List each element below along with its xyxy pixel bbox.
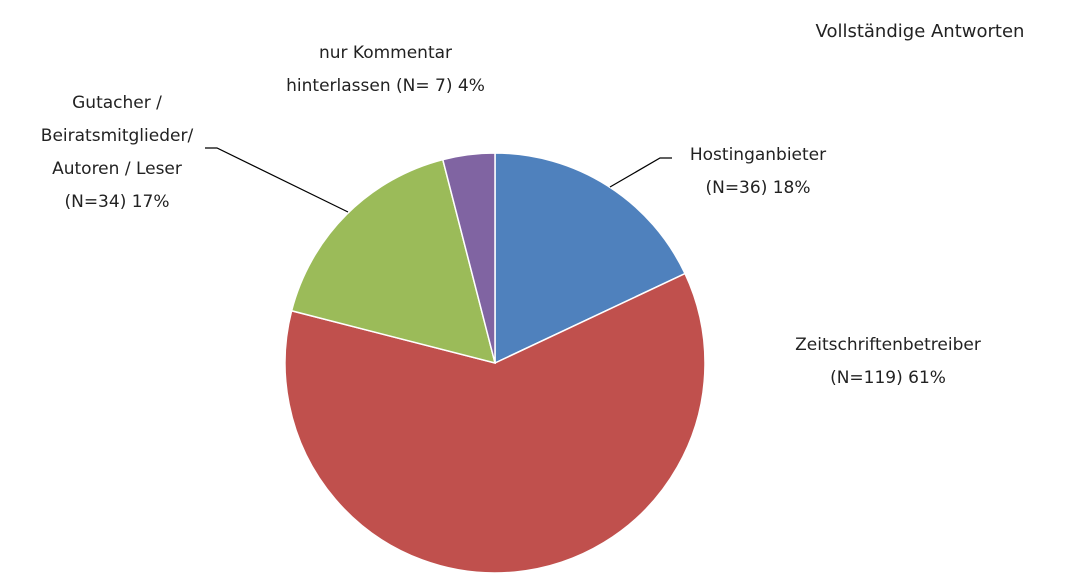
- slices: [284, 152, 706, 574]
- category-label: Hostinganbieter: [689, 145, 827, 165]
- slice-label: Zeitschriftenbetreiber (N=119) 61%: [748, 329, 1028, 395]
- value-label: (N=34) 17%: [64, 192, 170, 212]
- value-label: (N=36) 18%: [705, 178, 811, 198]
- category-label: Gutacher / Beiratsmitglieder/ Autoren / …: [40, 93, 194, 179]
- pie-slice: [494, 152, 687, 365]
- slice-label: Hostinganbieter (N=36) 18%: [668, 139, 848, 205]
- pie-slice: [290, 158, 497, 365]
- leader-line: [609, 157, 672, 188]
- value-label: (N=119) 61%: [830, 368, 946, 388]
- leader-line: [205, 147, 349, 213]
- slice-label: nur Kommentar hinterlassen (N= 7) 4%: [278, 37, 493, 103]
- category-label: nur Kommentar hinterlassen: [286, 43, 453, 96]
- pie-slice: [284, 272, 706, 574]
- category-label: Zeitschriftenbetreiber: [795, 335, 981, 355]
- chart-title: Vollständige Antworten: [815, 21, 1025, 42]
- value-label: (N= 7) 4%: [396, 76, 485, 96]
- slice-label: Gutacher / Beiratsmitglieder/ Autoren / …: [17, 87, 217, 219]
- pie-slice: [441, 152, 496, 364]
